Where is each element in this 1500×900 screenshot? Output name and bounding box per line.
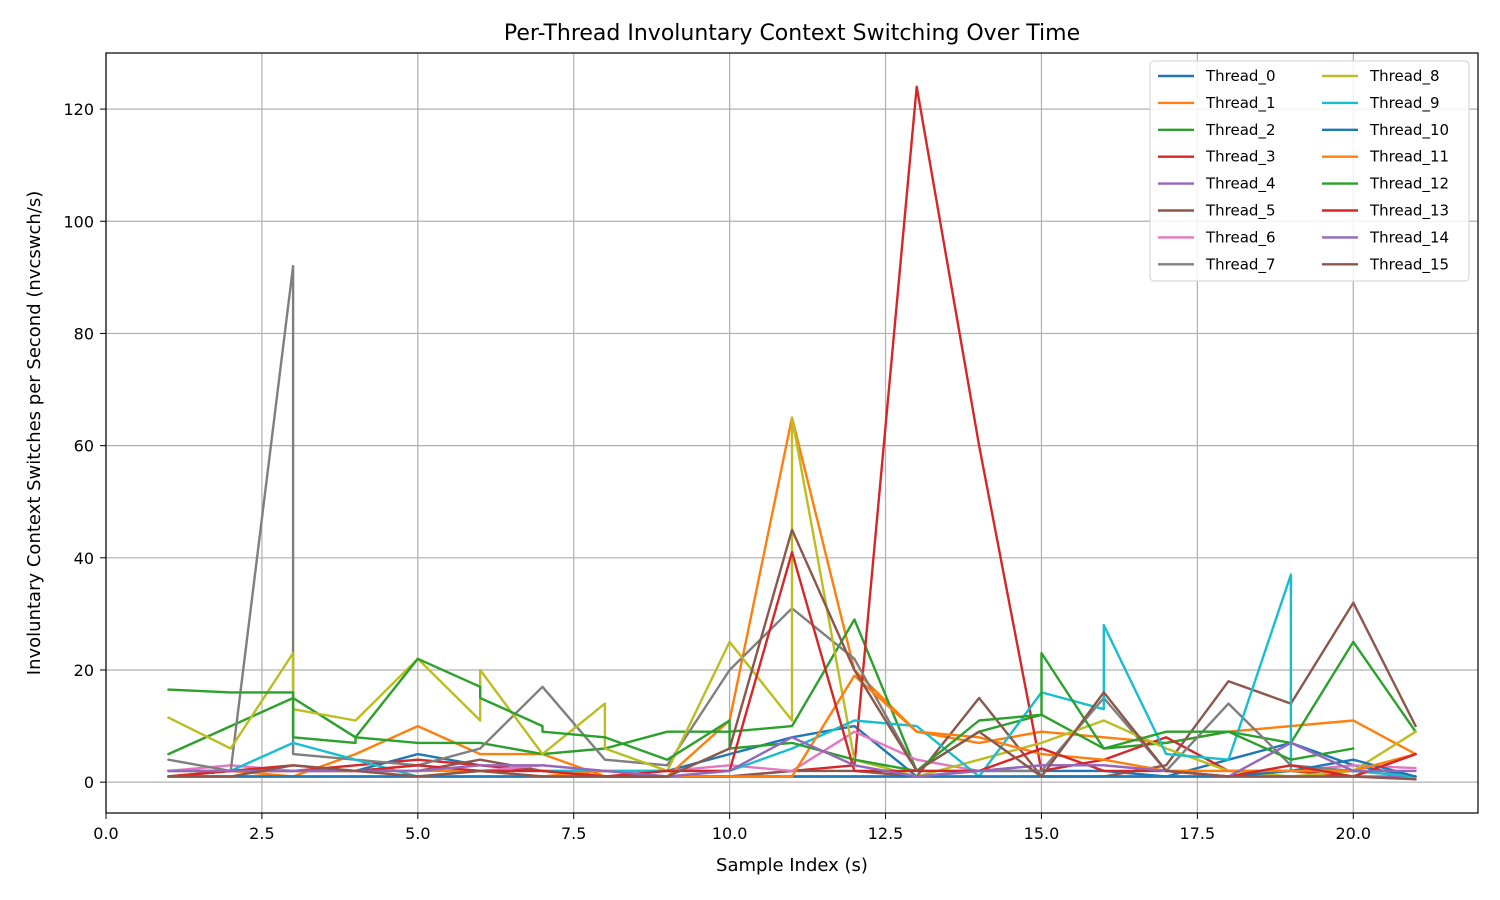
x-tick-label: 20.0	[1335, 824, 1371, 843]
x-tick-label: 5.0	[405, 824, 430, 843]
x-tick-label: 7.5	[561, 824, 586, 843]
legend-label: Thread_1	[1205, 94, 1276, 113]
x-tick-label: 10.0	[712, 824, 748, 843]
series-layer	[167, 85, 1417, 781]
x-tick-label: 12.5	[868, 824, 904, 843]
y-tick-label: 20	[74, 661, 94, 680]
legend-label: Thread_2	[1205, 121, 1276, 140]
legend-label: Thread_5	[1205, 202, 1276, 221]
legend-label: Thread_8	[1369, 67, 1440, 86]
y-axis-title: Involuntary Context Switches per Second …	[24, 191, 45, 675]
series-line-thread-15	[167, 528, 1417, 781]
legend-label: Thread_13	[1369, 202, 1449, 221]
legend: Thread_0 Thread_1 Thread_2 Thread_3 Thread_4…	[1149, 60, 1470, 282]
legend-label: Thread_3	[1205, 148, 1276, 167]
legend-box	[1149, 60, 1470, 282]
series-line-thread-8	[167, 416, 1417, 778]
legend-label: Thread_14	[1369, 228, 1449, 247]
y-tick-label: 60	[74, 437, 94, 456]
legend-label: Thread_0	[1205, 67, 1276, 86]
legend-label: Thread_9	[1369, 94, 1440, 113]
series-line-thread-12	[167, 651, 1355, 773]
legend-label: Thread_11	[1369, 148, 1449, 167]
y-tick-label: 100	[63, 212, 94, 231]
series-line-thread-2	[167, 618, 1417, 773]
legend-label: Thread_4	[1205, 175, 1276, 194]
plot-frame	[105, 52, 1479, 814]
x-tick-label: 2.5	[249, 824, 274, 843]
legend-label: Thread_7	[1205, 255, 1276, 274]
chart-title: Per-Thread Involuntary Context Switching…	[504, 21, 1080, 46]
y-tick-label: 0	[84, 773, 94, 792]
legend-label: Thread_12	[1369, 175, 1449, 194]
y-tick-label: 40	[74, 549, 94, 568]
x-tick-label: 15.0	[1024, 824, 1060, 843]
legend-label: Thread_15	[1369, 255, 1449, 274]
x-tick-label: 17.5	[1180, 824, 1216, 843]
legend-label: Thread_6	[1205, 228, 1276, 247]
x-axis-ticks: 0.0 2.5 5.0 7.5 10.0 12.5 15.0 17.5 20.0	[93, 813, 1371, 843]
y-tick-label: 120	[63, 100, 94, 119]
x-tick-label: 0.0	[93, 824, 118, 843]
y-axis-ticks: 0 20 40 60 80 100 120	[63, 100, 106, 792]
y-tick-label: 80	[74, 324, 94, 343]
legend-label: Thread_10	[1369, 121, 1449, 140]
x-axis-title: Sample Index (s)	[716, 855, 868, 876]
